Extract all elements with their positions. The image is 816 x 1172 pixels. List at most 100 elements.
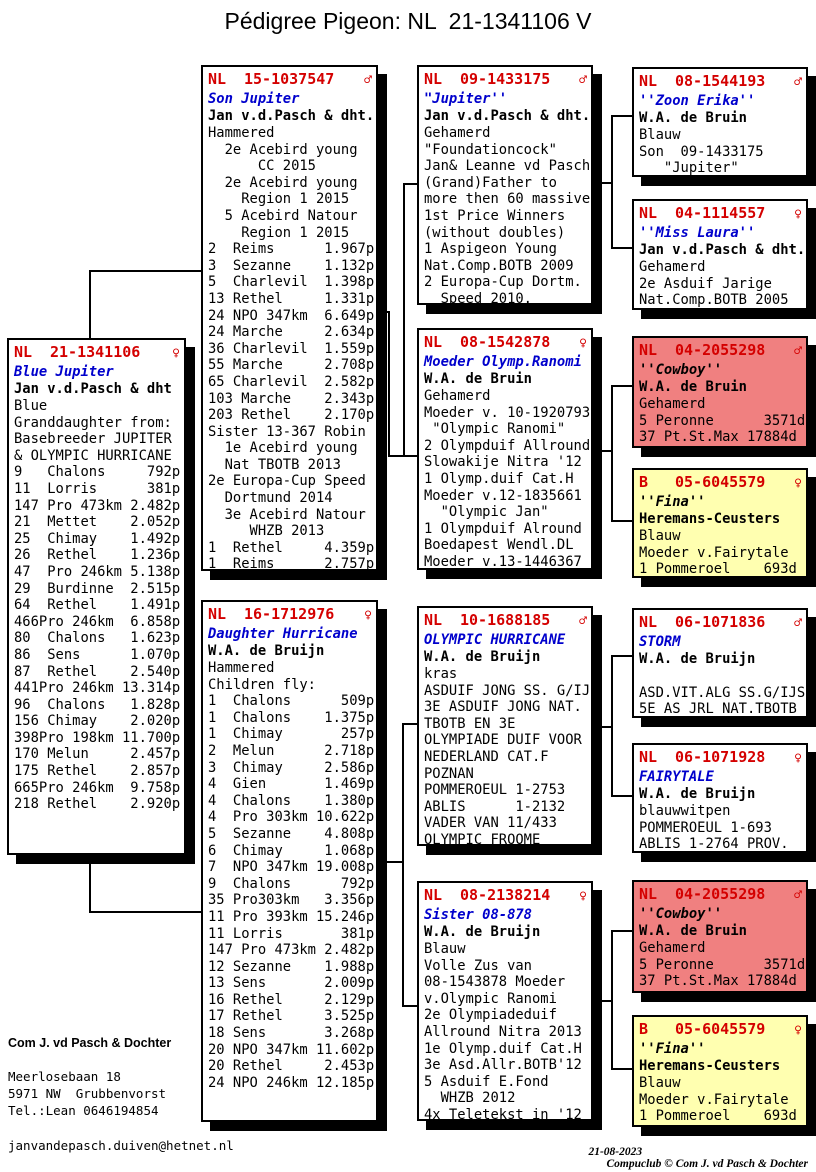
connector-sister-v [611, 930, 613, 1070]
connector-jupiter-v [611, 115, 613, 249]
pigeon-name: OLYMPIC HURRICANE [424, 632, 566, 648]
pigeon-name: ''Fina'' [639, 494, 706, 510]
pigeon-details: Blue Granddaughter from: Basebreeder JUP… [14, 398, 181, 813]
pigeon-details: Blauw Son 09-1433175 "Jupiter" [639, 127, 764, 177]
contact-email: janvandepasch.duiven@hetnet.nl [8, 1138, 234, 1153]
pigeon-name: ''Cowboy'' [639, 362, 723, 378]
ring-header: NL 10-1688185 ♂ [424, 610, 589, 632]
page-footer: 21-08-2023 Compuclub © Com J. vd Pasch &… [583, 1134, 808, 1170]
owner-name: Jan v.d.Pasch & dht. [639, 242, 806, 258]
connector-sister-dam-h [611, 1068, 632, 1070]
ring-header: NL 04-2055298 ♂ [639, 340, 804, 362]
ring-header: NL 21-1341106 ♀ [14, 342, 182, 364]
pigeon-details: Gehamerd "Foundationcock" Jan& Leanne vd… [424, 125, 591, 305]
pigeon-name: ''Fina'' [639, 1041, 706, 1057]
ring-header: NL 06-1071928 ♀ [639, 747, 804, 769]
pigeon-name: ''Cowboy'' [639, 906, 723, 922]
ring-number: 06-1071928 [675, 748, 766, 766]
owner-name: Jan v.d.Pasch & dht. [208, 108, 375, 124]
ring-number: 15-1037547 [244, 70, 335, 88]
ring-number: 05-6045579 [675, 473, 766, 491]
connector-daughter-dam-h [402, 1005, 417, 1007]
pigeon-box-fairytale: NL 06-1071928 ♀ FAIRYTALE W.A. de Bruijn… [632, 743, 808, 853]
pigeon-box-subject: NL 21-1341106 ♀ Blue Jupiter Jan v.d.Pas… [7, 338, 186, 855]
pigeon-details: kras ASDUIF JONG SS. G/IJ 3E ASDUIF JONG… [424, 666, 591, 846]
ring-number: 09-1433175 [460, 70, 551, 88]
ring-header: NL 09-1433175 ♂ [424, 69, 589, 91]
pigeon-details: Gehamerd 5 Peronne 3571d 37 Pt.St.Max 17… [639, 396, 806, 446]
connector-moeder-sire-h [611, 385, 632, 387]
male-sex-icon: ♂ [794, 888, 802, 903]
contact-address: Meerlosebaan 18 5971 NW Grubbenvorst Tel… [8, 1069, 167, 1118]
ring-number: 06-1071836 [675, 613, 766, 631]
female-sex-icon: ♀ [794, 207, 802, 222]
country-code: NL [424, 886, 443, 904]
connector-jupiter-sire-h [611, 115, 632, 117]
pigeon-details: Blauw Moeder v.Fairytale 1 Pommeroel 693… [639, 528, 797, 578]
country-code: NL [208, 70, 227, 88]
male-sex-icon: ♂ [794, 75, 802, 90]
owner-name: W.A. de Bruin [639, 379, 747, 395]
contact-company: Com J. vd Pasch & Dochter [8, 1036, 172, 1050]
connector-sister-sire-h [611, 930, 632, 932]
pigeon-box-miss-laura: NL 04-1114557 ♀ ''Miss Laura'' Jan v.d.P… [632, 199, 808, 310]
pigeon-box-olympic-hurricane: NL 10-1688185 ♂ OLYMPIC HURRICANE W.A. d… [417, 606, 593, 846]
pigeon-details: Gehamerd 2e Asduif Jarige Nat.Comp.BOTB … [639, 259, 789, 309]
page-title: Pédigree Pigeon: NL 21-1341106 V [224, 8, 592, 34]
pigeon-name: Sister 08-878 [424, 907, 532, 923]
country-code: B [639, 1020, 649, 1038]
connector-daughter-v [402, 723, 404, 1007]
ring-number: 08-1544193 [675, 72, 766, 90]
connector-sonjupiter-v1 [388, 311, 390, 457]
owner-name: W.A. de Bruin [639, 110, 747, 126]
country-code: B [639, 473, 649, 491]
male-sex-icon: ♂ [579, 73, 587, 88]
country-code: NL [639, 204, 658, 222]
pigeon-name: ''Zoon Erika'' [639, 93, 756, 109]
male-sex-icon: ♂ [794, 616, 802, 631]
owner-name: Jan v.d.Pasch & dht. [424, 108, 591, 124]
ring-number: 04-1114557 [675, 204, 766, 222]
pigeon-details: Blauw Moeder v.Fairytale 1 Pommeroel 693… [639, 1075, 797, 1125]
connector-sonjupiter-sire-h [403, 183, 417, 185]
footer-credit: Compuclub © Com J. vd Pasch & Dochter [606, 1158, 808, 1170]
pigeon-details: Blauw Volle Zus van 08-1543878 Moeder v.… [424, 941, 582, 1121]
pigeon-box-cowboy-bottom: NL 04-2055298 ♂ ''Cowboy'' W.A. de Bruin… [632, 880, 808, 993]
pigeon-details: ASD.VIT.ALG SS.G/IJS 5E AS JRL NAT.TBOTB [639, 684, 806, 718]
owner-name: W.A. de Bruijn [639, 651, 756, 667]
connector-moeder-v [611, 385, 613, 522]
connector-sonjupiter-stub [378, 311, 390, 313]
pigeon-box-jupiter: NL 09-1433175 ♂ "Jupiter'' Jan v.d.Pasch… [417, 65, 593, 305]
pigeon-details: Hammered Children fly: 1 Chalons 509p 1 … [208, 660, 375, 1091]
ring-number: 04-2055298 [675, 885, 766, 903]
pigeon-name: FAIRYTALE [639, 769, 714, 785]
female-sex-icon: ♀ [794, 1023, 802, 1038]
ring-number: 05-6045579 [675, 1020, 766, 1038]
ring-header: NL 04-2055298 ♂ [639, 884, 804, 906]
female-sex-icon: ♀ [364, 608, 372, 623]
connector-sonjupiter-v2 [403, 183, 405, 457]
pigeon-box-cowboy-top: NL 04-2055298 ♂ ''Cowboy'' W.A. de Bruin… [632, 336, 808, 448]
ring-header: NL 15-1037547 ♂ [208, 69, 374, 91]
pigeon-name: Blue Jupiter [14, 364, 114, 380]
pigeon-name: STORM [639, 634, 681, 650]
pigeon-box-fina-top: B 05-6045579 ♀ ''Fina'' Heremans-Ceuster… [632, 468, 808, 578]
connector-sonjupiter-dam-h [388, 455, 417, 457]
pigeon-box-zoon-erika: NL 08-1544193 ♂ ''Zoon Erika'' W.A. de B… [632, 67, 808, 177]
connector-subject-dam-h [89, 911, 201, 913]
country-code: NL [639, 613, 658, 631]
owner-name: W.A. de Bruijn [424, 649, 541, 665]
connector-daughter-stub [378, 861, 404, 863]
ring-number: 21-1341106 [50, 343, 141, 361]
connector-sister-stub [593, 1000, 613, 1002]
connector-moeder-dam-h [611, 520, 632, 522]
pigeon-name: Son Jupiter [208, 91, 300, 107]
ring-number: 08-1542878 [460, 333, 551, 351]
ring-number: 10-1688185 [460, 611, 551, 629]
ring-header: NL 06-1071836 ♂ [639, 612, 804, 634]
female-sex-icon: ♀ [579, 336, 587, 351]
pigeon-details: Gehamerd Moeder v. 10-1920793 "Olympic R… [424, 388, 591, 570]
ring-header: NL 08-1544193 ♂ [639, 71, 804, 93]
ring-number: 16-1712976 [244, 605, 335, 623]
pigeon-box-storm: NL 06-1071836 ♂ STORM W.A. de Bruijn ASD… [632, 608, 808, 718]
